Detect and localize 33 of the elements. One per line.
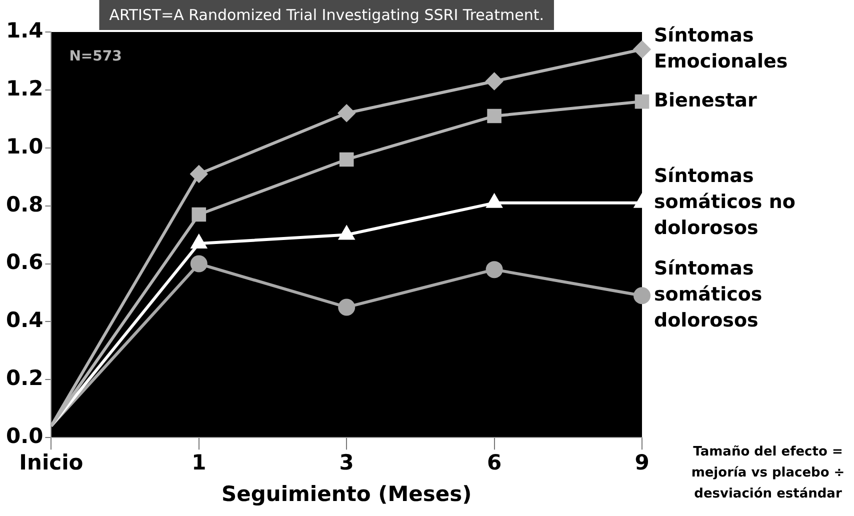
text: Tamaño del efecto = mejoría vs placebo ÷ desviación estándar: [691, 444, 845, 502]
y-tick-label: 1.2: [6, 76, 44, 100]
point: [487, 108, 502, 124]
series-label: Síntomas somáticos no dolorosos: [654, 164, 796, 239]
y-tick-label: 1.4: [6, 18, 44, 42]
series-label: Síntomas somáticos dolorosos: [654, 258, 762, 332]
point: [634, 40, 650, 58]
x-axis-title: Seguimiento (Meses): [222, 482, 472, 506]
point: [634, 94, 650, 109]
x-tick-label: 6: [486, 450, 502, 475]
annotation: N=573: [69, 48, 122, 65]
point: [192, 207, 206, 222]
y-tick-label: 0.4: [6, 308, 44, 332]
y-tick-label: 1.0: [6, 134, 44, 158]
point: [338, 298, 356, 316]
x-tick-label: 9: [634, 450, 650, 475]
chart-title: ARTIST=A Randomized Trial Investigating SSRI Treatment.: [109, 6, 544, 24]
y-tick-label: 0.2: [6, 366, 44, 390]
point: [486, 261, 503, 278]
point: [486, 72, 503, 90]
point: [634, 287, 650, 304]
y-tick-label: 0.6: [6, 250, 44, 274]
y-tick-label: 0.8: [6, 192, 44, 216]
x-tick-label: Inicio: [19, 450, 84, 475]
x-tick-label: 1: [192, 450, 206, 475]
point: [190, 165, 208, 182]
point: [339, 152, 354, 167]
x-tick-label: 3: [339, 450, 354, 475]
point: [338, 104, 356, 122]
point: [190, 255, 208, 272]
y-tick-label: 0.0: [6, 424, 44, 448]
series-label: Síntomas Emocionales: [654, 24, 788, 72]
series-label: Bienestar: [654, 89, 758, 112]
